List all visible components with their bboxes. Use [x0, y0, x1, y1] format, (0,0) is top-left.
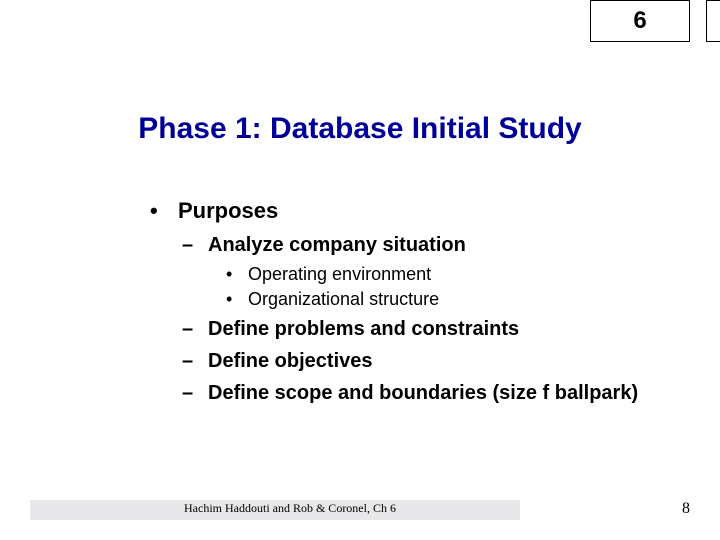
- l1-text: Purposes: [178, 198, 278, 224]
- bullet-level2: – Define problems and constraints: [182, 316, 670, 342]
- bullet-level2: – Analyze company situation: [182, 232, 670, 258]
- bullet-dot-icon: •: [150, 198, 178, 224]
- l2-text: Define problems and constraints: [208, 316, 519, 342]
- chapter-number: 6: [633, 7, 646, 35]
- bullet-level2: – Define objectives: [182, 348, 670, 374]
- bullet-dash-icon: –: [182, 380, 208, 406]
- l2-text: Analyze company situation: [208, 232, 466, 258]
- l2-text: Define scope and boundaries (size f ball…: [208, 380, 638, 406]
- slide-content: • Purposes – Analyze company situation •…: [150, 198, 670, 412]
- footer-text: Hachim Haddouti and Rob & Coronel, Ch 6: [184, 501, 396, 516]
- bullet-dash-icon: –: [182, 348, 208, 374]
- bullet-level1: • Purposes: [150, 198, 670, 224]
- bullet-level3: • Organizational structure: [226, 289, 670, 310]
- slide-title: Phase 1: Database Initial Study: [0, 112, 720, 146]
- l2-text: Define objectives: [208, 348, 373, 374]
- bullet-dash-icon: –: [182, 316, 208, 342]
- bullet-dot-icon: •: [226, 289, 248, 310]
- l3-text: Organizational structure: [248, 289, 439, 310]
- chapter-number-box: 6: [590, 0, 690, 42]
- bullet-dot-icon: •: [226, 264, 248, 285]
- bullet-dash-icon: –: [182, 232, 208, 258]
- bullet-level2: – Define scope and boundaries (size f ba…: [182, 380, 670, 406]
- l3-text: Operating environment: [248, 264, 431, 285]
- chapter-edge-box: [706, 0, 720, 42]
- page-number: 8: [682, 500, 690, 518]
- bullet-level3: • Operating environment: [226, 264, 670, 285]
